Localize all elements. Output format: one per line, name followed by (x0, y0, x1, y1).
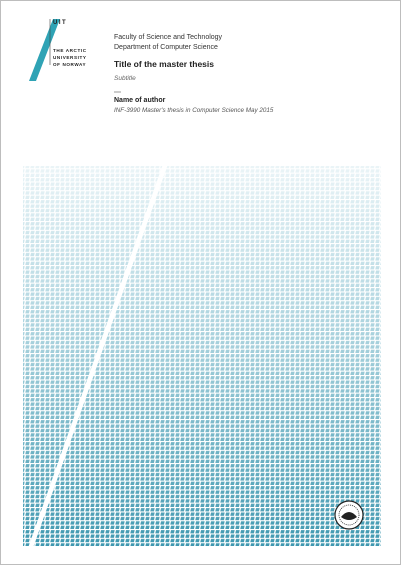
logo-name: UIT (53, 20, 68, 26)
logo-line: OF NORWAY (53, 62, 87, 67)
diagonal-gap (28, 164, 168, 548)
logo-stroke (29, 19, 60, 81)
pattern-hatch (23, 166, 381, 546)
title: Title of the master thesis (114, 59, 214, 69)
faculty: Faculty of Science and Technology (114, 34, 223, 41)
department: Department of Computer Science (114, 44, 218, 51)
course: INF-3990 Master's thesis in Computer Sci… (114, 107, 274, 114)
logo-line: UNIVERSITY (53, 55, 87, 60)
seal (334, 500, 364, 530)
author: Name of author (114, 97, 166, 104)
logo-line: THE ARCTIC (53, 48, 87, 53)
subtitle: Subtitle (114, 75, 136, 82)
